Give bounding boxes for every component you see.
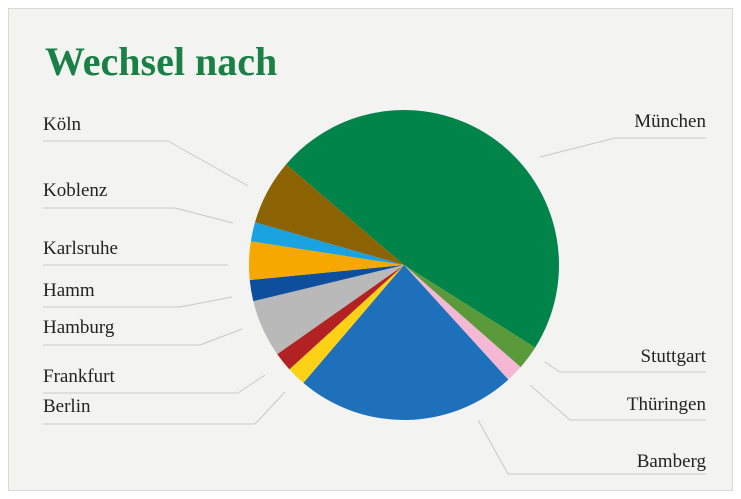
leader-line: [539, 137, 616, 158]
pie-slice: [404, 265, 521, 380]
leader-line: [544, 361, 561, 373]
pie-slice: [255, 164, 404, 265]
chart-title: Wechsel nach: [45, 39, 277, 84]
slice-label: Bamberg: [637, 451, 707, 472]
leader-line: [174, 207, 234, 224]
pie-slice: [303, 265, 509, 420]
pie-slice: [404, 265, 536, 368]
pie-slice: [286, 110, 559, 348]
slice-label: Köln: [43, 114, 82, 135]
leader-line: [167, 140, 249, 187]
slice-label: Hamburg: [43, 317, 115, 338]
leader-line: [179, 296, 233, 308]
pie-slice: [249, 265, 404, 302]
pie-slice: [289, 265, 404, 383]
leader-line: [199, 328, 243, 346]
pie-slice: [253, 265, 404, 355]
slice-label: Stuttgart: [641, 346, 707, 367]
slice-label: Hamm: [43, 280, 95, 301]
pie-slice: [249, 241, 404, 281]
slice-label: Frankfurt: [43, 366, 115, 387]
slice-label: Koblenz: [43, 180, 107, 201]
slice-label: Karlsruhe: [43, 238, 118, 259]
pie-slice: [277, 265, 404, 370]
leader-line: [477, 419, 509, 475]
pie-slice: [250, 222, 404, 265]
slice-label: Berlin: [43, 396, 91, 417]
leader-line: [529, 384, 571, 421]
slice-label: Thüringen: [627, 394, 707, 415]
leader-line: [237, 374, 266, 394]
leader-line: [254, 391, 286, 425]
slice-label: München: [634, 111, 706, 132]
